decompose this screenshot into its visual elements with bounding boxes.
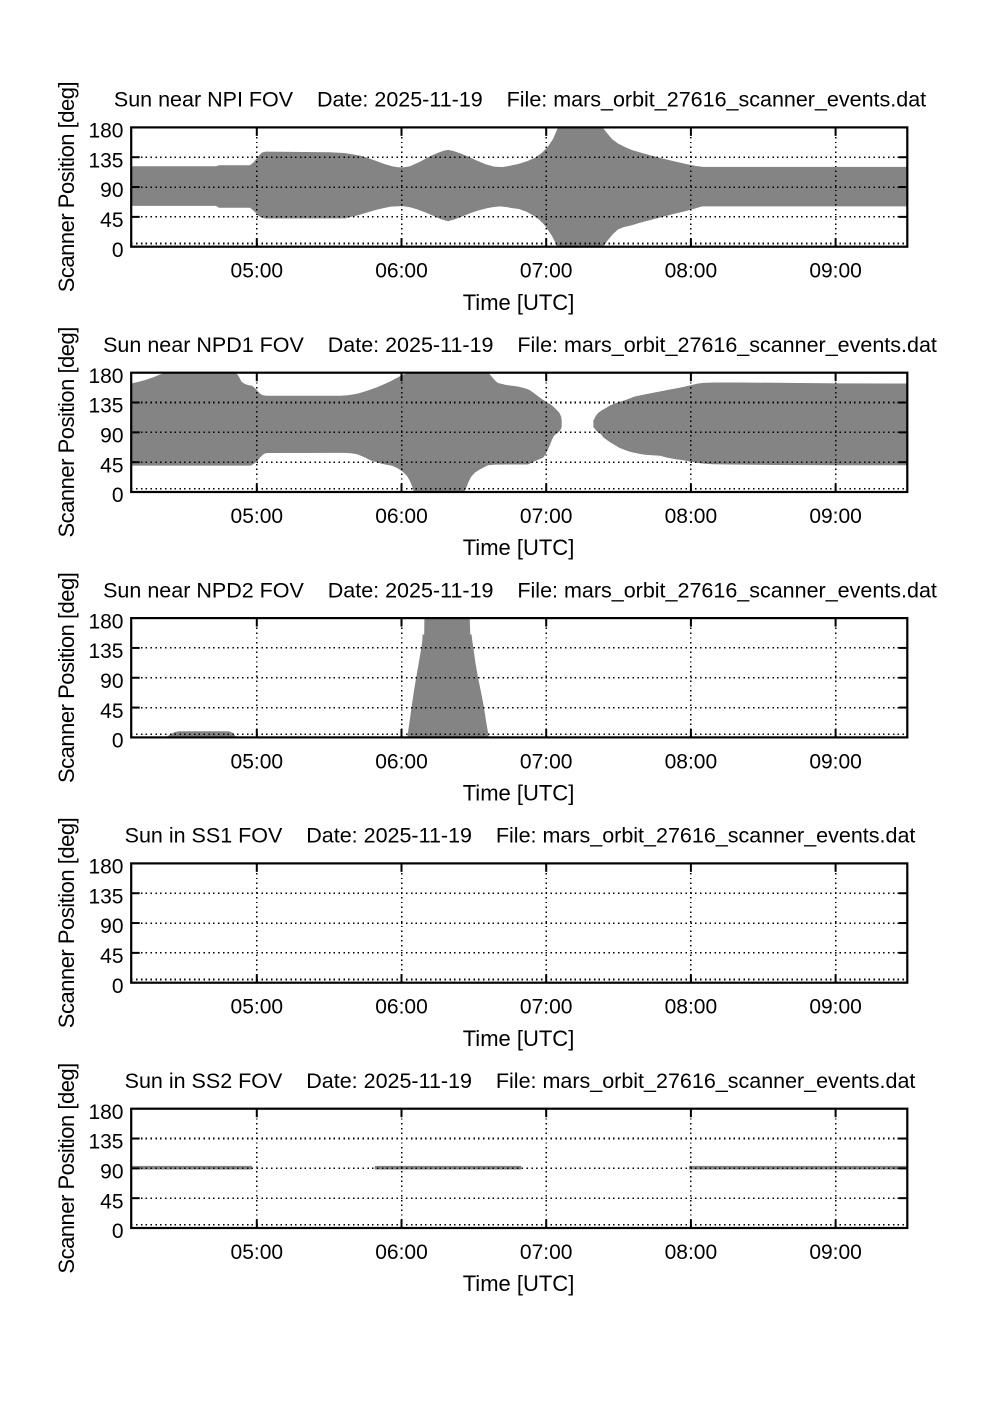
svg-text:09:00: 09:00 <box>809 750 862 773</box>
svg-text:180: 180 <box>88 120 123 143</box>
svg-text:Time [UTC]: Time [UTC] <box>463 535 575 560</box>
svg-text:45: 45 <box>100 700 123 723</box>
svg-text:Time [UTC]: Time [UTC] <box>463 290 575 315</box>
svg-text:90: 90 <box>100 670 123 693</box>
svg-text:09:00: 09:00 <box>809 505 862 528</box>
svg-text:Sun in SS1 FOV Date: 2025-1: Sun in SS1 FOV Date: 2025-11-19 File: ma… <box>125 824 916 848</box>
svg-text:0: 0 <box>112 975 124 998</box>
svg-text:08:00: 08:00 <box>665 996 718 1019</box>
svg-text:05:00: 05:00 <box>231 260 284 283</box>
svg-text:09:00: 09:00 <box>809 1241 862 1264</box>
svg-text:135: 135 <box>88 640 123 663</box>
svg-text:Time [UTC]: Time [UTC] <box>463 1026 575 1051</box>
svg-text:0: 0 <box>112 484 124 507</box>
svg-text:05:00: 05:00 <box>231 750 284 773</box>
svg-text:06:00: 06:00 <box>375 750 428 773</box>
svg-text:135: 135 <box>88 1131 123 1154</box>
svg-text:45: 45 <box>100 454 123 477</box>
svg-text:0: 0 <box>112 1220 124 1243</box>
svg-text:08:00: 08:00 <box>665 750 718 773</box>
svg-text:Sun near NPD1 FOV Date: 202: Sun near NPD1 FOV Date: 2025-11-19 File:… <box>103 333 937 357</box>
svg-text:Scanner Position [deg]: Scanner Position [deg] <box>54 82 79 292</box>
svg-text:06:00: 06:00 <box>375 260 428 283</box>
svg-text:90: 90 <box>100 425 123 448</box>
svg-text:180: 180 <box>88 856 123 879</box>
svg-text:05:00: 05:00 <box>231 996 284 1019</box>
svg-text:Sun near NPI FOV Date: 2025: Sun near NPI FOV Date: 2025-11-19 File: … <box>114 88 926 112</box>
svg-text:180: 180 <box>88 365 123 388</box>
svg-text:Scanner Position [deg]: Scanner Position [deg] <box>54 818 79 1028</box>
svg-text:06:00: 06:00 <box>375 1241 428 1264</box>
svg-text:08:00: 08:00 <box>665 260 718 283</box>
svg-text:45: 45 <box>100 1190 123 1213</box>
svg-text:180: 180 <box>88 1101 123 1124</box>
svg-text:135: 135 <box>88 885 123 908</box>
svg-text:07:00: 07:00 <box>520 260 573 283</box>
svg-text:Time [UTC]: Time [UTC] <box>463 781 575 806</box>
svg-text:Sun in SS2 FOV Date: 2025-1: Sun in SS2 FOV Date: 2025-11-19 File: ma… <box>125 1069 916 1093</box>
svg-text:07:00: 07:00 <box>520 1241 573 1264</box>
svg-text:08:00: 08:00 <box>665 1241 718 1264</box>
svg-text:Scanner Position [deg]: Scanner Position [deg] <box>54 1063 79 1273</box>
svg-text:06:00: 06:00 <box>375 505 428 528</box>
svg-text:90: 90 <box>100 179 123 202</box>
svg-text:45: 45 <box>100 945 123 968</box>
svg-text:08:00: 08:00 <box>665 505 718 528</box>
svg-text:07:00: 07:00 <box>520 750 573 773</box>
svg-text:135: 135 <box>88 395 123 418</box>
svg-text:09:00: 09:00 <box>809 260 862 283</box>
svg-text:07:00: 07:00 <box>520 505 573 528</box>
svg-text:135: 135 <box>88 149 123 172</box>
svg-text:0: 0 <box>112 239 124 262</box>
svg-text:07:00: 07:00 <box>520 996 573 1019</box>
svg-text:90: 90 <box>100 1161 123 1184</box>
svg-text:05:00: 05:00 <box>231 505 284 528</box>
svg-text:Scanner Position [deg]: Scanner Position [deg] <box>54 573 79 783</box>
svg-text:45: 45 <box>100 209 123 232</box>
svg-text:0: 0 <box>112 730 124 753</box>
svg-text:Scanner Position [deg]: Scanner Position [deg] <box>54 327 79 537</box>
svg-text:05:00: 05:00 <box>231 1241 284 1264</box>
svg-text:Time [UTC]: Time [UTC] <box>463 1271 575 1296</box>
svg-text:09:00: 09:00 <box>809 996 862 1019</box>
svg-text:180: 180 <box>88 610 123 633</box>
svg-text:90: 90 <box>100 915 123 938</box>
svg-text:06:00: 06:00 <box>375 996 428 1019</box>
svg-text:Sun near NPD2 FOV Date: 202: Sun near NPD2 FOV Date: 2025-11-19 File:… <box>103 578 937 602</box>
